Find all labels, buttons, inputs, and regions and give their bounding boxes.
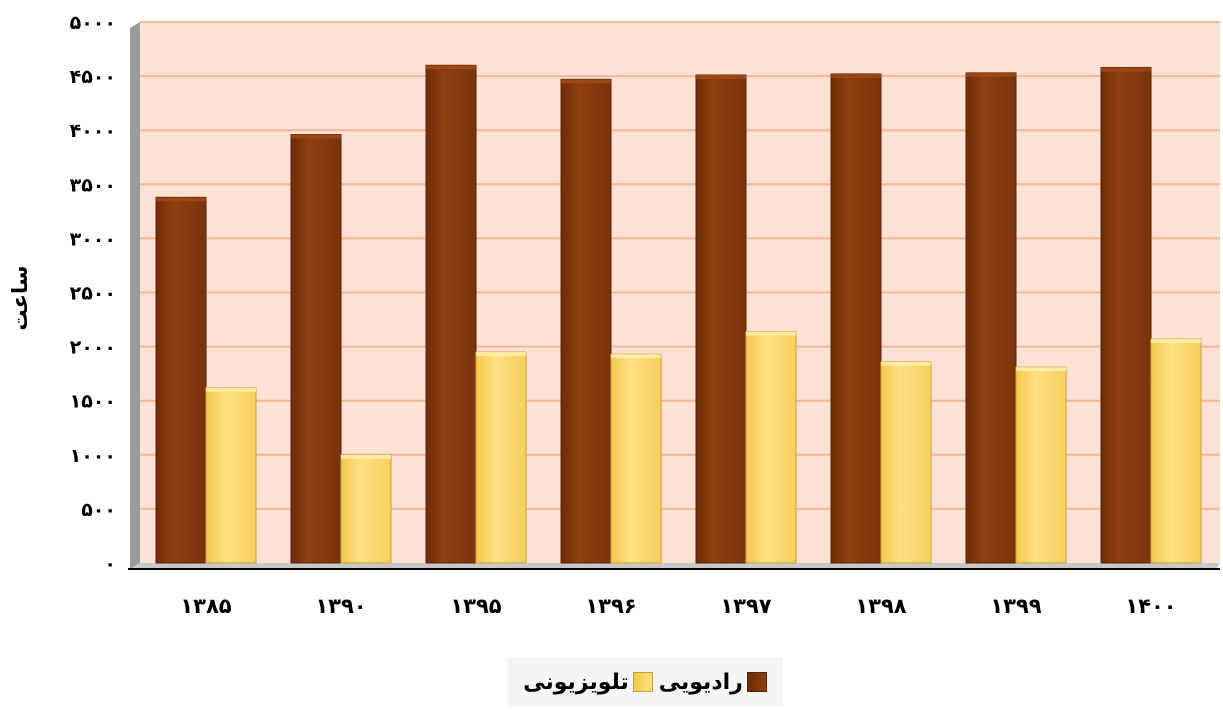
bar-tv-cap <box>746 331 796 336</box>
bar-radio <box>560 78 612 564</box>
y-tick-label: ۱۰۰۰ <box>70 445 116 467</box>
bar-radio <box>425 64 477 564</box>
bar-radio-cap <box>966 72 1016 77</box>
y-tick-label: ۲۵۰۰ <box>70 283 116 305</box>
y-axis-label: ساعت <box>8 265 32 330</box>
bar-tv-body <box>745 330 797 564</box>
y-tick-label: ۵۰۰۰ <box>70 12 116 34</box>
bar-tv-body <box>205 387 257 564</box>
bar-tv-cap <box>206 387 256 392</box>
bar-tv-cap <box>611 354 661 359</box>
bar-radio <box>830 73 882 564</box>
bar-radio <box>695 74 747 564</box>
bar-tv-body <box>475 351 527 564</box>
bar-radio-cap <box>1101 67 1151 72</box>
bar-tv-cap <box>881 361 931 366</box>
x-tick-label: ۱۳۹۹ <box>990 594 1041 618</box>
bar-radio-cap <box>696 75 746 80</box>
bar-tv <box>340 454 392 564</box>
bars <box>155 64 1202 564</box>
bar-tv-cap <box>1016 367 1066 372</box>
bar-radio-cap <box>561 79 611 84</box>
bar-radio-cap <box>291 134 341 139</box>
legend-item-tv: تلویزیونی <box>523 670 653 695</box>
bar-radio <box>1100 66 1152 564</box>
bar-radio <box>155 196 207 564</box>
bar-tv <box>205 387 257 564</box>
bar-radio-cap <box>426 65 476 70</box>
bar-tv-body <box>1015 366 1067 564</box>
bar-radio-body <box>425 64 477 564</box>
x-tick-label: ۱۳۸۵ <box>180 594 231 618</box>
x-tick-label: ۱۳۹۸ <box>855 594 906 618</box>
bar-radio <box>290 134 342 564</box>
plot-floor <box>130 563 1220 569</box>
bar-tv <box>880 361 932 564</box>
bar-radio-body <box>155 196 207 564</box>
bar-tv-cap <box>1151 339 1201 344</box>
bar-radio <box>965 72 1017 564</box>
legend-swatch-tv <box>632 672 653 692</box>
bar-radio-body <box>965 72 1017 564</box>
x-tick-label: ۱۴۰۰ <box>1125 594 1176 618</box>
y-tick-label: ۱۵۰۰ <box>70 391 116 413</box>
bar-tv <box>1015 366 1067 564</box>
y-tick-label: ۴۰۰۰ <box>70 120 116 142</box>
x-tick-label: ۱۳۹۶ <box>585 594 636 618</box>
y-tick-label: ۲۰۰۰ <box>70 337 116 359</box>
legend-label-tv: تلویزیونی <box>523 669 629 695</box>
bar-tv-body <box>610 353 662 564</box>
bar-tv <box>610 353 662 564</box>
bar-radio-body <box>830 73 882 564</box>
y-tick-label: ۳۰۰۰ <box>70 228 116 250</box>
bar-tv <box>1150 338 1202 564</box>
legend-swatch-radio <box>746 672 767 692</box>
bar-tv-cap <box>341 454 391 459</box>
bar-tv <box>475 351 527 564</box>
bar-radio-cap <box>831 73 881 78</box>
legend-label-radio: رادیویی <box>658 669 743 695</box>
legend-item-radio: رادیویی <box>659 670 767 695</box>
bar-radio-body <box>290 134 342 564</box>
x-tick-label: ۱۳۹۰ <box>315 594 366 618</box>
bar-tv <box>745 330 797 564</box>
bar-radio-body <box>560 78 612 564</box>
bar-radio-body <box>1100 66 1152 564</box>
y-tick-label: ۵۰۰ <box>81 499 116 521</box>
bar-tv-body <box>880 361 932 564</box>
bar-radio-body <box>695 74 747 564</box>
bar-tv-cap <box>476 352 526 357</box>
bar-radio-cap <box>156 197 206 202</box>
y-tick-label: ۰ <box>104 553 116 575</box>
bar-tv-body <box>340 454 392 564</box>
y-tick-label: ۳۵۰۰ <box>70 174 116 196</box>
y-tick-labels: ۰ ۵۰۰ ۱۰۰۰ ۱۵۰۰ ۲۰۰۰ ۲۵۰۰ ۳۰۰۰ ۳۵۰۰ ۴۰۰۰ ۴۵۰۰ ۵۰۰۰ <box>70 12 116 575</box>
bar-tv-body <box>1150 338 1202 564</box>
x-tick-label: ۱۳۹۷ <box>720 594 771 618</box>
x-tick-labels: ۱۳۸۵ ۱۳۹۰ ۱۳۹۵ ۱۳۹۶ ۱۳۹۷ ۱۳۹۸ ۱۳۹۹ ۱۴۰۰ <box>180 594 1176 618</box>
plot-left-wall <box>130 22 140 569</box>
y-tick-label: ۴۵۰۰ <box>70 66 116 88</box>
x-tick-label: ۱۳۹۵ <box>450 594 501 618</box>
legend: رادیویی تلویزیونی <box>507 657 783 707</box>
